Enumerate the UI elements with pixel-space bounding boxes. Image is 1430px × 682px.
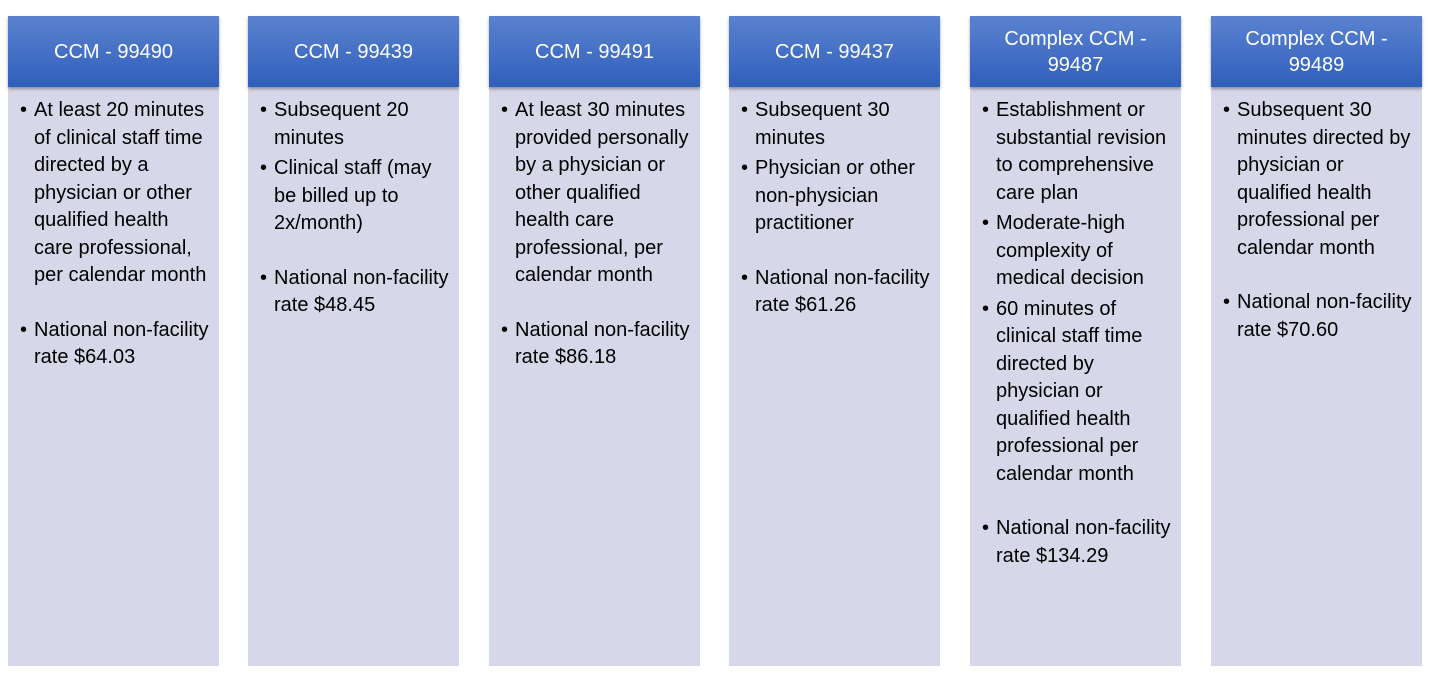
column-header: Complex CCM - 99489 bbox=[1211, 16, 1422, 87]
bullet-list: Subsequent 20 minutesClinical staff (may… bbox=[260, 97, 451, 320]
bullet-item: Establishment or substantial revision to… bbox=[982, 97, 1173, 207]
bullet-list: At least 30 minutes provided personally … bbox=[501, 97, 692, 372]
column-header: CCM - 99437 bbox=[729, 16, 940, 87]
column-body: At least 30 minutes provided personally … bbox=[489, 87, 700, 666]
bullet-item: National non-facility rate $64.03 bbox=[20, 317, 211, 372]
code-column: CCM - 99439 Subsequent 20 minutesClinical… bbox=[248, 16, 459, 666]
bullet-item: Subsequent 20 minutes bbox=[260, 97, 451, 152]
bullet-item: National non-facility rate $86.18 bbox=[501, 317, 692, 372]
column-header: Complex CCM - 99487 bbox=[970, 16, 1181, 87]
bullet-item: Physician or other non-physician practit… bbox=[741, 155, 932, 238]
bullet-list: At least 20 minutes of clinical staff ti… bbox=[20, 97, 211, 372]
column-header: CCM - 99490 bbox=[8, 16, 219, 87]
bullet-item: 60 minutes of clinical staff time direct… bbox=[982, 296, 1173, 489]
code-column: CCM - 99437 Subsequent 30 minutesPhysicia… bbox=[729, 16, 940, 666]
code-column: Complex CCM - 99487 Establishment or subs… bbox=[970, 16, 1181, 666]
bullet-item: At least 30 minutes provided personally … bbox=[501, 97, 692, 290]
bullet-list: Subsequent 30 minutes directed by physic… bbox=[1223, 97, 1414, 344]
bullet-item: National non-facility rate $48.45 bbox=[260, 265, 451, 320]
bullet-item: National non-facility rate $134.29 bbox=[982, 515, 1173, 570]
column-body: Subsequent 30 minutesPhysician or other … bbox=[729, 87, 940, 666]
bullet-list: Establishment or substantial revision to… bbox=[982, 97, 1173, 570]
column-header: CCM - 99491 bbox=[489, 16, 700, 87]
bullet-item: Subsequent 30 minutes bbox=[741, 97, 932, 152]
column-body: Establishment or substantial revision to… bbox=[970, 87, 1181, 666]
column-body: At least 20 minutes of clinical staff ti… bbox=[8, 87, 219, 666]
bullet-item: National non-facility rate $61.26 bbox=[741, 265, 932, 320]
column-body: Subsequent 20 minutesClinical staff (may… bbox=[248, 87, 459, 666]
code-column: CCM - 99490 At least 20 minutes of clinic… bbox=[8, 16, 219, 666]
bullet-item: Clinical staff (may be billed up to 2x/m… bbox=[260, 155, 451, 238]
bullet-item: Moderate-high complexity of medical deci… bbox=[982, 210, 1173, 293]
column-header: CCM - 99439 bbox=[248, 16, 459, 87]
bullet-list: Subsequent 30 minutesPhysician or other … bbox=[741, 97, 932, 320]
code-column: Complex CCM - 99489 Subsequent 30 minutes… bbox=[1211, 16, 1422, 666]
column-body: Subsequent 30 minutes directed by physic… bbox=[1211, 87, 1422, 666]
bullet-item: Subsequent 30 minutes directed by physic… bbox=[1223, 97, 1414, 262]
bullet-item: At least 20 minutes of clinical staff ti… bbox=[20, 97, 211, 290]
code-column: CCM - 99491 At least 30 minutes provided … bbox=[489, 16, 700, 666]
bullet-item: National non-facility rate $70.60 bbox=[1223, 289, 1414, 344]
